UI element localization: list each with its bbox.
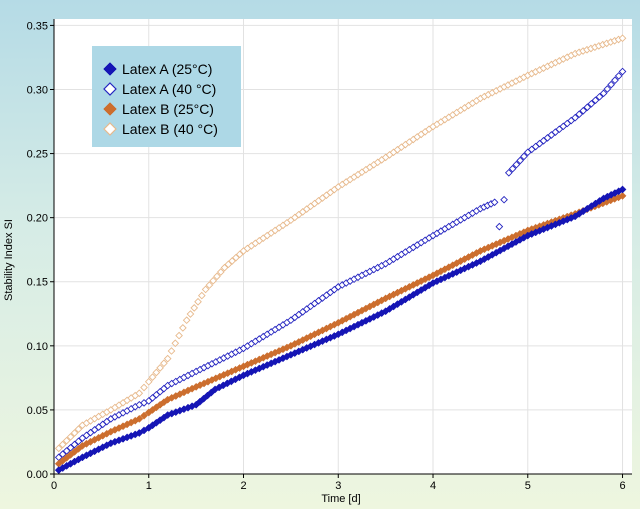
legend-box	[92, 46, 241, 147]
data-point	[140, 383, 148, 392]
data-point	[216, 268, 225, 276]
data-point	[167, 347, 176, 355]
legend-marker-icon	[103, 82, 117, 96]
legend-label: Latex A (25°C)	[122, 61, 212, 77]
data-point	[591, 96, 600, 105]
data-point	[516, 156, 525, 165]
data-point	[614, 72, 623, 80]
y-tick-label: 0.05	[27, 405, 48, 417]
legend-marker-icon	[103, 122, 117, 136]
data-point	[611, 76, 619, 85]
y-tick-label: 0.10	[27, 341, 48, 353]
data-point	[618, 185, 627, 194]
data-point	[144, 377, 153, 386]
data-point	[224, 260, 233, 269]
data-point	[163, 354, 172, 363]
data-point	[190, 304, 199, 312]
data-point	[194, 297, 202, 306]
data-point	[220, 263, 229, 272]
data-point	[500, 195, 508, 204]
data-point	[575, 110, 584, 119]
data-point	[228, 257, 236, 265]
data-point	[148, 373, 157, 381]
x-axis-label: Time [d]	[321, 493, 360, 505]
data-point	[571, 113, 579, 122]
data-point	[140, 411, 148, 420]
y-tick-label: 0.00	[27, 469, 48, 481]
data-point	[504, 168, 513, 177]
data-point	[595, 92, 604, 101]
legend: Latex A (25°C) Latex A (40 °C) Latex B (25…	[92, 46, 241, 147]
data-point	[603, 85, 612, 93]
data-point	[235, 250, 244, 259]
data-point	[171, 339, 180, 348]
series-3-points	[54, 191, 627, 468]
data-point	[607, 80, 615, 89]
x-tick-label: 5	[525, 480, 531, 492]
data-point	[182, 316, 191, 325]
data-point	[74, 437, 83, 446]
x-tick-label: 3	[335, 480, 341, 492]
legend-label: Latex A (40 °C)	[122, 81, 216, 97]
data-point	[490, 198, 499, 207]
y-tick-label: 0.15	[27, 277, 48, 289]
data-point	[213, 272, 221, 281]
y-axis-label: Stability Index SI	[3, 219, 15, 301]
data-points	[54, 34, 627, 475]
data-point	[579, 106, 588, 115]
data-point	[175, 331, 183, 340]
data-point	[599, 89, 608, 98]
series-4-points	[54, 34, 627, 453]
data-point	[160, 359, 168, 368]
data-point	[618, 67, 627, 76]
data-point	[232, 253, 240, 262]
data-point	[135, 414, 144, 423]
x-tick-label: 6	[619, 480, 625, 492]
data-point	[618, 34, 627, 43]
data-point	[209, 276, 218, 285]
legend-label: Latex B (25°C)	[122, 101, 214, 117]
data-point	[179, 324, 187, 332]
data-point	[62, 436, 71, 445]
data-point	[520, 152, 528, 161]
x-tick-label: 2	[240, 480, 246, 492]
x-tick-label: 1	[146, 480, 152, 492]
x-tick-label: 4	[430, 480, 436, 492]
data-point	[495, 222, 504, 231]
y-tick-label: 0.20	[27, 213, 48, 225]
data-point	[587, 99, 596, 108]
data-point	[70, 440, 79, 449]
data-point	[54, 444, 63, 453]
data-point	[512, 160, 521, 169]
tick-labels: 0 1 2 3 4 5 6 0.00 0.05 0.10 0.15 0.20 0.25 0.30 0.35	[27, 20, 626, 492]
data-point	[135, 389, 144, 398]
data-point	[66, 432, 75, 441]
y-tick-label: 0.35	[27, 20, 48, 32]
series-2-points	[54, 67, 627, 462]
data-point	[70, 429, 79, 437]
data-point	[186, 310, 195, 318]
data-point	[618, 191, 627, 200]
legend-marker-icon	[103, 102, 117, 116]
data-point	[205, 281, 214, 289]
y-tick-label: 0.30	[27, 84, 48, 96]
x-tick-label: 0	[51, 480, 57, 492]
data-point	[201, 285, 210, 294]
data-point	[58, 440, 67, 449]
legend-label: Latex B (40 °C)	[122, 121, 218, 137]
data-point	[508, 164, 517, 173]
legend-marker-icon	[103, 62, 117, 76]
axes	[50, 19, 632, 478]
data-point	[583, 103, 592, 112]
series-1-points	[54, 185, 627, 475]
data-point	[197, 291, 206, 300]
data-point	[152, 368, 161, 377]
y-tick-label: 0.25	[27, 149, 48, 161]
data-point	[156, 364, 164, 372]
data-point	[74, 425, 83, 433]
